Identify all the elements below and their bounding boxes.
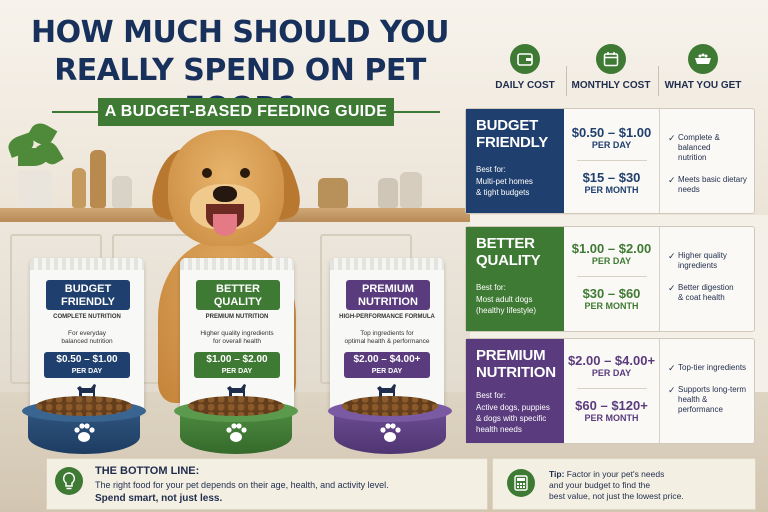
food-bag-premium: PREMIUM NUTRITION HIGH-PERFORMANCE FORMUL…	[330, 258, 444, 412]
paw-icon	[74, 423, 95, 442]
daily-cost: $0.50 – $1.00	[571, 125, 652, 140]
dog-silhouette-icon	[377, 384, 396, 398]
dog-silhouette-icon	[227, 384, 246, 398]
column-divider	[566, 66, 567, 96]
food-bag-better: BETTER QUALITY PREMIUM NUTRITION Higher q…	[180, 258, 294, 412]
tier-prices: $0.50 – $1.00 PER DAY $15 – $30 PER MONT…	[564, 109, 660, 213]
tier-benefits: ✓ Complete & balanced nutrition ✓ Meets bas…	[668, 133, 747, 194]
column-label: WHAT YOU GET	[664, 80, 742, 91]
food-bowl-blue	[22, 396, 146, 456]
bag-kind: PREMIUM NUTRITION	[205, 314, 269, 320]
potted-plant	[4, 118, 66, 210]
checkmark-icon: ✓	[668, 251, 676, 261]
bag-price: $1.00 – $2.00 PER DAY	[194, 352, 280, 378]
daily-cost: $1.00 – $2.00	[571, 241, 652, 256]
tier-prices: $2.00 – $4.00+ PER DAY $60 – $120+ PER M…	[564, 339, 660, 443]
daily-cost: $2.00 – $4.00+	[567, 353, 656, 368]
food-bowl-green	[174, 396, 298, 456]
column-label: MONTHLY COST	[571, 80, 651, 91]
bottom-line-heading: THE BOTTOM LINE:	[95, 465, 200, 477]
tier-label: PREMIUM NUTRITION Best for: Active dogs,…	[466, 339, 564, 443]
food-bag-budget: BUDGET FRIENDLY COMPLETE NUTRITION For ev…	[30, 258, 144, 412]
checkmark-icon: ✓	[668, 133, 676, 143]
bottom-line-text: The right food for your pet depends on t…	[95, 480, 389, 490]
calculator-icon	[507, 469, 535, 497]
jar	[400, 172, 422, 208]
jar	[90, 150, 106, 208]
jar	[72, 168, 86, 208]
wallet-icon	[510, 44, 540, 74]
checkmark-icon: ✓	[668, 385, 676, 395]
tip-text: Tip: Factor in your pet's needs and your…	[549, 469, 684, 501]
monthly-cost: $30 – $60	[582, 286, 641, 301]
bag-tag: BETTER QUALITY	[196, 280, 280, 310]
lightbulb-icon	[55, 467, 83, 495]
paw-icon	[226, 423, 247, 442]
paw-icon	[380, 423, 401, 442]
jar	[112, 176, 132, 208]
bag-desc: Top ingredients for optimal health & perf…	[344, 330, 430, 345]
tier-benefits: ✓ Top-tier ingredients ✓ Supports long-ter…	[668, 363, 747, 414]
tier-row-budget: BUDGET FRIENDLY Best for: Multi-pet home…	[465, 108, 755, 214]
tier-label: BETTER QUALITY Best for: Most adult dogs…	[466, 227, 564, 331]
column-label: DAILY COST	[495, 80, 555, 91]
bottom-line-banner: THE BOTTOM LINE: The right food for your…	[46, 458, 488, 510]
bag-tag: BUDGET FRIENDLY	[46, 280, 130, 310]
bag-tag: PREMIUM NUTRITION	[346, 280, 430, 310]
title-line-1: HOW MUCH SHOULD YOU	[31, 15, 450, 50]
column-head-get: WHAT YOU GET	[655, 44, 751, 91]
utensil-holder	[318, 178, 348, 208]
bag-kind: HIGH-PERFORMANCE FORMULA	[339, 314, 435, 320]
tier-row-better: BETTER QUALITY Best for: Most adult dogs…	[465, 226, 755, 332]
checkmark-icon: ✓	[668, 175, 676, 185]
page-title: HOW MUCH SHOULD YOU REALLY SPEND ON PET …	[12, 14, 468, 128]
tier-row-premium: PREMIUM NUTRITION Best for: Active dogs,…	[465, 338, 755, 444]
column-head-daily: DAILY COST	[477, 44, 573, 91]
monthly-cost: $15 – $30	[582, 170, 641, 185]
food-bowl-purple	[328, 396, 452, 456]
column-head-monthly: MONTHLY COST	[563, 44, 659, 91]
checkmark-icon: ✓	[668, 363, 676, 373]
dog-silhouette-icon	[77, 384, 96, 398]
column-divider	[658, 66, 659, 96]
calendar-icon	[596, 44, 626, 74]
bag-price: $2.00 – $4.00+ PER DAY	[344, 352, 430, 378]
subtitle-banner: A BUDGET-BASED FEEDING GUIDE	[52, 98, 440, 126]
tier-label: BUDGET FRIENDLY Best for: Multi-pet home…	[466, 109, 564, 213]
bottom-line-emphasis: Spend smart, not just less.	[95, 493, 223, 504]
bag-desc: Higher quality ingredients for overall he…	[200, 330, 274, 345]
bag-kind: COMPLETE NUTRITION	[53, 314, 121, 320]
tip-banner: Tip: Factor in your pet's needs and your…	[492, 458, 756, 510]
tier-benefits: ✓ Higher quality ingredients ✓ Better diges…	[668, 251, 734, 302]
checkmark-icon: ✓	[668, 283, 676, 293]
jar	[378, 178, 398, 208]
bag-price: $0.50 – $1.00 PER DAY	[44, 352, 130, 378]
tier-prices: $1.00 – $2.00 PER DAY $30 – $60 PER MONT…	[564, 227, 660, 331]
bag-desc: For everyday balanced nutrition	[61, 330, 113, 345]
food-bowl-icon	[688, 44, 718, 74]
monthly-cost: $60 – $120+	[575, 398, 648, 413]
subtitle: A BUDGET-BASED FEEDING GUIDE	[98, 98, 394, 126]
